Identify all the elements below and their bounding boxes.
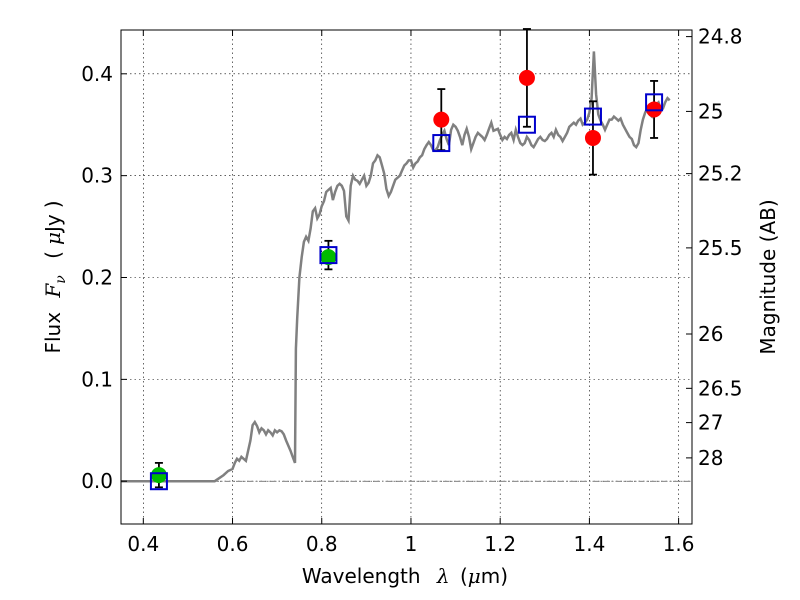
- x-axis-label: Wavelength λ (μm): [302, 564, 508, 588]
- model-spectrum-line: [121, 51, 671, 483]
- model-3-box: [432, 134, 451, 153]
- obs-4-point: [518, 69, 535, 86]
- mag-tick-label-1: 25: [698, 99, 723, 123]
- obs-5-point: [584, 129, 601, 146]
- magnitude-axis-label: Magnitude (AB): [756, 199, 780, 354]
- x-tick-label-4: 1.2: [484, 532, 516, 556]
- y-axis-label-subscript: ν: [53, 275, 69, 284]
- mag-tick-label-2: 25.2: [698, 162, 743, 186]
- y-tick-label-1: 0.1: [81, 367, 113, 391]
- y-axis-label: Flux Fν ( μJy): [41, 200, 70, 353]
- mag-tick-label-0: 24.8: [698, 25, 743, 49]
- x-tick-label-0: 0.4: [127, 532, 159, 556]
- errorbar-layer: [154, 28, 659, 489]
- x-tick-label-5: 1.4: [573, 532, 605, 556]
- model-spectrum-layer: [121, 51, 671, 483]
- mag-tick-label-7: 28: [698, 446, 723, 470]
- model-4-box: [517, 115, 536, 134]
- plot-frame: [120, 29, 693, 525]
- model-2-box: [319, 246, 338, 265]
- y-axis-label-symbol: F: [41, 283, 65, 299]
- x-axis-label-symbol: λ: [436, 564, 450, 588]
- y-tick-label-3: 0.3: [81, 164, 113, 188]
- mag-tick-label-6: 27: [698, 411, 723, 435]
- y-axis-label-unit-close: ): [41, 200, 65, 208]
- model-1-box: [149, 472, 168, 491]
- y-axis-ticks: 0.0 0.1 0.2 0.3 0.4: [81, 62, 127, 493]
- y-axis-label-text: Flux: [41, 312, 65, 354]
- x-axis-label-text: Wavelength: [302, 564, 421, 588]
- x-tick-label-3: 1: [405, 532, 418, 556]
- y-axis-label-unit-open: (: [41, 251, 65, 259]
- x-tick-label-6: 1.6: [663, 532, 695, 556]
- obs-3-point: [433, 111, 450, 128]
- mag-tick-label-5: 26.5: [698, 376, 743, 400]
- magnitude-axis-ticks: 24.8 25 25.2 25.5 26 26.5 27 28: [686, 25, 743, 470]
- grid: [121, 30, 692, 524]
- y-axis-label-unit-mu: μ: [41, 232, 65, 245]
- y-tick-label-0: 0.0: [81, 469, 113, 493]
- mag-tick-label-3: 25.5: [698, 236, 743, 260]
- x-axis-ticks: 0.4 0.6 0.8 1 1.2 1.4 1.6: [127, 30, 695, 556]
- y-tick-label-4: 0.4: [81, 62, 113, 86]
- model-5-box: [583, 107, 602, 126]
- x-tick-label-1: 0.6: [217, 532, 249, 556]
- y-tick-label-2: 0.2: [81, 266, 113, 290]
- x-tick-label-2: 0.8: [306, 532, 338, 556]
- model-6-box: [645, 93, 664, 112]
- mag-tick-label-4: 26: [698, 322, 723, 346]
- model-photometry-layer: [149, 93, 664, 491]
- obs-1-point: [150, 467, 167, 484]
- x-axis-label-unit-rest: m): [481, 564, 508, 588]
- observed-points-layer: [150, 69, 663, 484]
- x-axis-label-unit-mu: μ: [468, 564, 481, 588]
- y-axis-label-unit-rest: Jy: [41, 214, 65, 234]
- x-axis-label-unit-open: (: [460, 564, 468, 588]
